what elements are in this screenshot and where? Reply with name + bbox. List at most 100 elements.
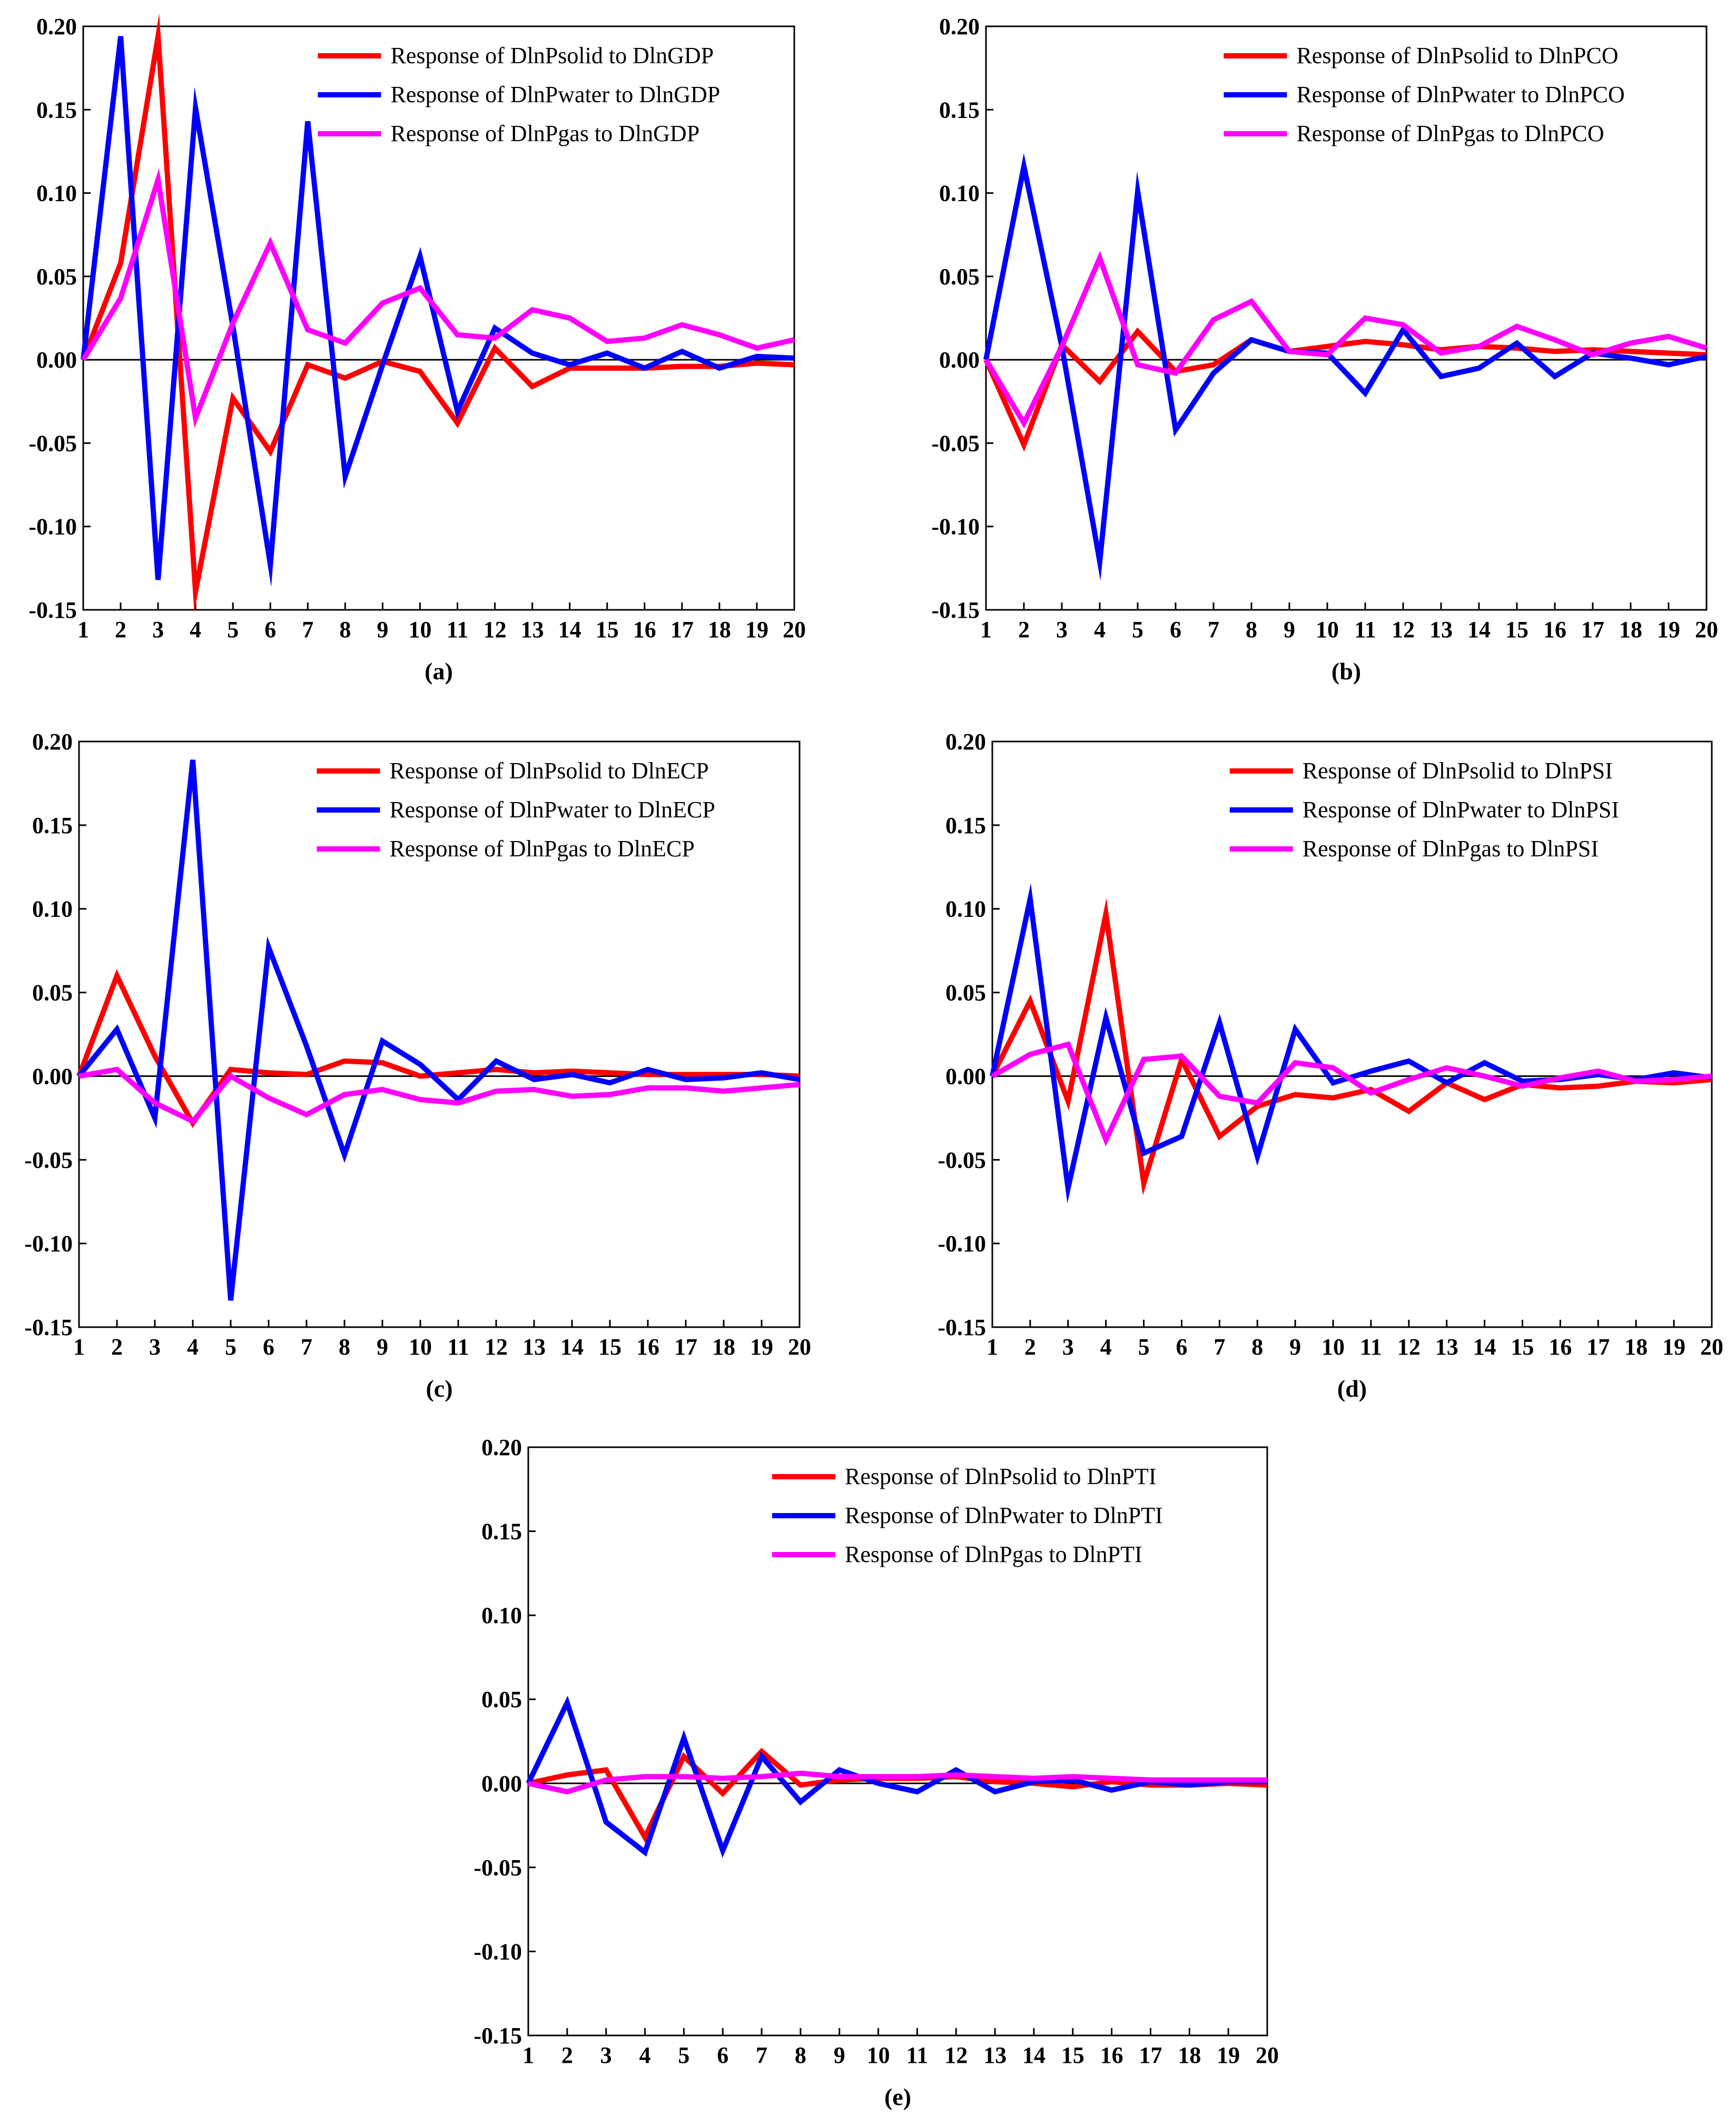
x-tick-label: 12 [484, 617, 507, 643]
panel-caption: (a) [425, 658, 453, 685]
y-tick-label: -0.05 [938, 1147, 986, 1173]
series-line-water [77, 759, 800, 1301]
x-tick-label: 4 [190, 617, 201, 643]
legend-label: Response of DlnPsolid to DlnGDP [391, 43, 714, 68]
y-tick-label: 0.10 [945, 896, 986, 922]
x-tick-label: 10 [1321, 1334, 1345, 1360]
x-tick-label: 7 [301, 1334, 312, 1360]
legend-label: Response of DlnPsolid to DlnPSI [1303, 758, 1613, 784]
series-line-solid [990, 898, 1712, 1195]
x-tick-label: 12 [944, 2042, 968, 2068]
y-tick-label: -0.10 [931, 514, 980, 540]
y-tick-label: -0.15 [24, 1314, 73, 1340]
y-tick-label: 0.00 [481, 1771, 522, 1796]
x-tick-label: 2 [115, 617, 126, 643]
x-tick-label: 19 [1217, 2042, 1240, 2068]
x-tick-label: 6 [1170, 617, 1181, 643]
x-tick-label: 7 [756, 2042, 767, 2068]
plot-frame [82, 25, 795, 611]
y-tick-label: 0.20 [32, 729, 73, 755]
panel-caption: (b) [1331, 658, 1361, 685]
y-tick-label: -0.05 [931, 430, 980, 456]
x-tick-label: 1 [77, 617, 89, 643]
x-tick-label: 10 [1316, 617, 1339, 643]
y-tick-label: 0.05 [481, 1687, 522, 1713]
x-tick-label: 16 [1100, 2042, 1123, 2068]
x-tick-label: 9 [1284, 617, 1295, 643]
x-tick-label: 5 [225, 1334, 236, 1360]
x-tick-label: 3 [1056, 617, 1068, 643]
legend-label: Response of DlnPwater to DlnGDP [391, 82, 721, 107]
x-tick-label: 19 [750, 1334, 773, 1360]
y-tick-label: 0.20 [36, 14, 77, 39]
series-line-water [81, 36, 795, 587]
chart-panel-d: 0.200.150.100.050.00-0.05-0.10-0.151 2 3 4 5… [938, 729, 1723, 1402]
x-tick-label: 4 [187, 1334, 199, 1360]
plot-frame [78, 740, 801, 1328]
x-tick-label: 12 [485, 1334, 508, 1360]
x-tick-label: 3 [1062, 1334, 1074, 1360]
y-tick-label: 0.20 [939, 14, 980, 39]
y-tick-label: 0.15 [481, 1519, 522, 1545]
x-tick-label: 17 [670, 617, 694, 643]
panel-caption: (d) [1337, 1375, 1367, 1402]
legend-label: Response of DlnPwater to DlnPCO [1296, 82, 1624, 107]
series-line-gas [991, 1041, 1712, 1146]
x-tick-label: 14 [1473, 1334, 1496, 1360]
x-tick-label: 15 [1061, 2042, 1084, 2068]
plot-frame [985, 25, 1708, 611]
x-tick-label: 11 [447, 617, 469, 643]
y-tick-label: 0.00 [939, 347, 980, 373]
x-tick-label: 11 [1360, 1334, 1382, 1360]
legend-label: Response of DlnPwater to DlnECP [389, 797, 715, 823]
x-tick-label: 2 [561, 2042, 573, 2068]
series-line-solid [81, 13, 795, 612]
y-tick-label: 0.05 [945, 980, 986, 1006]
x-tick-label: 4 [1094, 617, 1106, 643]
x-tick-label: 10 [867, 2042, 890, 2068]
x-tick-label: 12 [1397, 1334, 1421, 1360]
x-tick-label: 6 [264, 617, 276, 643]
x-tick-label: 8 [339, 617, 351, 643]
x-tick-label: 5 [227, 617, 239, 643]
y-tick-label: -0.15 [474, 2023, 522, 2049]
x-tick-label: 8 [1251, 1334, 1263, 1360]
series-line-gas [81, 168, 795, 428]
x-tick-label: 1 [73, 1334, 85, 1360]
x-tick-label: 8 [1246, 617, 1257, 643]
legend-label: Response of DlnPgas to DlnPTI [845, 1541, 1142, 1567]
chart-panel-b: 0.200.150.100.050.00-0.05-0.10-0.151 2 3 4 5… [931, 14, 1718, 685]
y-tick-label: -0.10 [938, 1231, 986, 1257]
y-tick-label: 0.05 [939, 264, 980, 290]
y-tick-label: 0.10 [481, 1603, 522, 1628]
x-tick-label: 13 [521, 617, 544, 643]
x-tick-label: 14 [560, 1334, 584, 1360]
y-tick-label: 0.15 [939, 97, 980, 123]
panel-caption: (e) [884, 2083, 911, 2110]
x-tick-label: 13 [983, 2042, 1007, 2068]
y-tick-label: 0.15 [36, 97, 77, 123]
y-tick-label: 0.00 [36, 347, 77, 373]
series-line-gas [983, 251, 1708, 429]
x-tick-label: 18 [1178, 2042, 1201, 2068]
x-tick-label: 17 [1139, 2042, 1162, 2068]
x-tick-label: 20 [1256, 2042, 1279, 2068]
x-tick-label: 4 [639, 2042, 651, 2068]
chart-panel-a: 0.200.150.100.050.00-0.05-0.10-0.151 2 3 4 5… [28, 13, 806, 685]
x-tick-label: 7 [1214, 1334, 1225, 1360]
legend-label: Response of DlnPgas to DlnGDP [391, 121, 700, 146]
y-tick-label: 0.10 [32, 896, 73, 922]
x-tick-label: 18 [1624, 1334, 1648, 1360]
plot-frame [527, 1446, 1268, 2037]
x-tick-label: 11 [447, 1334, 469, 1360]
x-tick-label: 15 [1511, 1334, 1534, 1360]
legend-label: Response of DlnPsolid to DlnPCO [1296, 43, 1618, 68]
legend-label: Response of DlnPwater to DlnPSI [1303, 797, 1619, 823]
y-tick-label: 0.15 [32, 813, 73, 838]
y-tick-label: -0.10 [28, 514, 77, 540]
x-tick-label: 17 [1586, 1334, 1610, 1360]
legend-label: Response of DlnPgas to DlnPCO [1296, 121, 1604, 146]
x-tick-label: 9 [834, 2042, 845, 2068]
